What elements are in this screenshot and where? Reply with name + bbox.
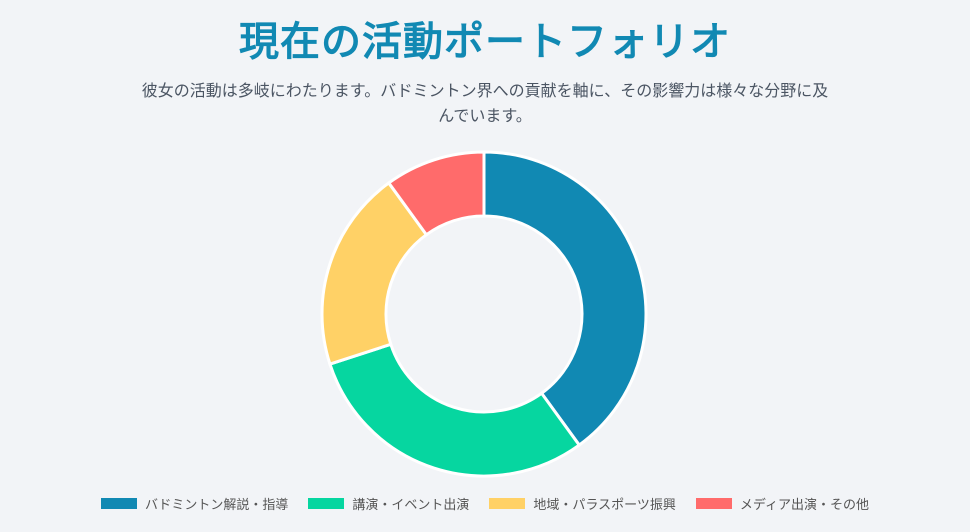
page-subtitle: 彼女の活動は多岐にわたります。バドミントン界への貢献を軸に、その影響力は様々な分… — [141, 81, 829, 125]
legend-swatch — [101, 498, 137, 509]
page-title: 現在の活動ポートフォリオ — [239, 19, 731, 65]
donut-slice-1[interactable] — [482, 150, 648, 448]
donut-slice-3[interactable] — [320, 180, 429, 366]
legend-item-3[interactable]: 地域・パラスポーツ振興 — [489, 494, 676, 513]
legend-item-2[interactable]: 講演・イベント出演 — [308, 494, 469, 513]
donut-slice-2[interactable] — [328, 342, 582, 478]
legend-label: メディア出演・その他 — [739, 498, 869, 513]
donut-chart — [320, 150, 648, 478]
chart-legend: バドミントン解説・指導 講演・イベント出演 地域・パラスポーツ振興 メディア出演・その… — [0, 494, 970, 513]
legend-swatch — [308, 498, 345, 509]
legend-swatch — [695, 498, 732, 509]
legend-item-4[interactable]: メディア出演・その他 — [695, 494, 869, 513]
legend-label: 講演・イベント出演 — [352, 498, 470, 513]
legend-label: バドミントン解説・指導 — [145, 498, 289, 513]
donut-slice-4[interactable] — [386, 150, 486, 237]
legend-item-1[interactable]: バドミントン解説・指導 — [101, 494, 288, 513]
legend-label: 地域・パラスポーツ振興 — [533, 498, 676, 513]
legend-swatch — [489, 498, 526, 509]
